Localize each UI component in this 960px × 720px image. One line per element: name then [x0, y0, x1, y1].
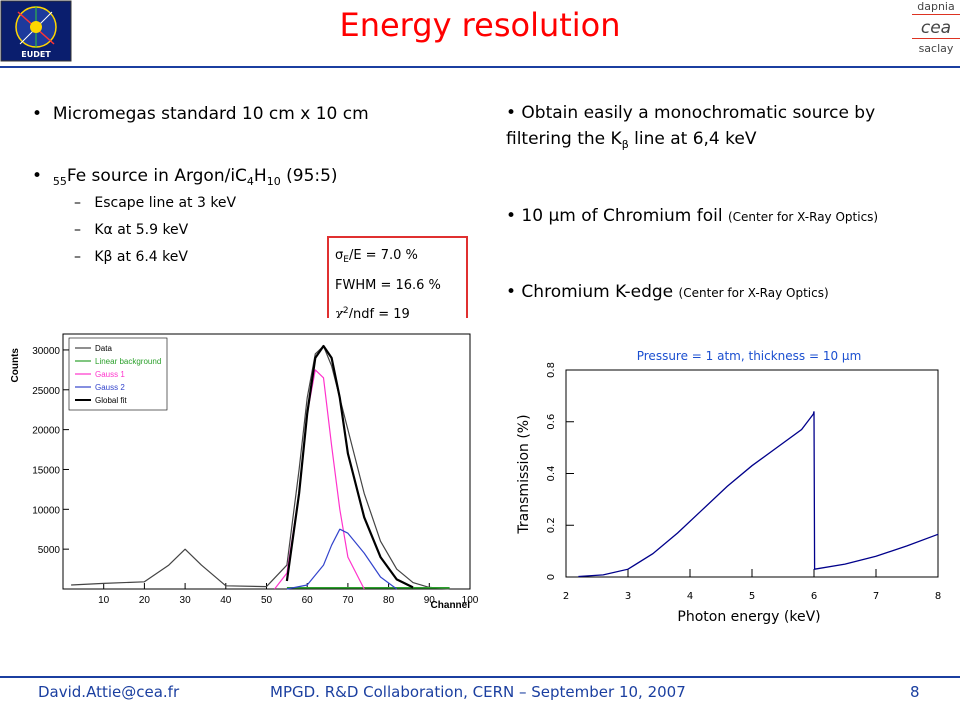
fit-fwhm: FWHM = 16.6 %: [335, 278, 441, 293]
spectrum-series-global-fit: [285, 344, 414, 589]
spectrum-legend-label: Gauss 2: [95, 383, 125, 392]
transmission-xtick-label: 3: [625, 591, 631, 602]
transmission-xlabel: Photon energy (keV): [677, 609, 820, 625]
fit-sigma: σE/E = 7.0 %: [335, 248, 418, 265]
spectrum-ylabel: Counts: [10, 348, 21, 383]
spectrum-xtick-label: 50: [261, 595, 273, 606]
spectrum-legend-label: Gauss 1: [95, 370, 125, 379]
bullet-monochromatic: • Obtain easily a monochromatic source b…: [506, 103, 876, 151]
transmission-frame: [565, 369, 939, 578]
logo-dapnia: dapnia: [917, 0, 955, 13]
spectrum-xtick-label: 40: [220, 595, 232, 606]
transmission-title: Pressure = 1 atm, thickness = 10 μm: [637, 349, 862, 363]
eudet-label: EUDET: [21, 50, 51, 59]
transmission-ytick-label: 0.8: [546, 362, 557, 378]
sub-kbeta: – Kβ at 6.4 keV: [74, 249, 188, 265]
spectrum-ytick-label: 30000: [32, 346, 60, 357]
transmission-chart: Pressure = 1 atm, thickness = 10 μm 2 3 4 5…: [516, 349, 941, 625]
footer-rule: [0, 676, 960, 678]
bullet-k-edge: • Chromium K-edge (Center for X-Ray Opti…: [506, 282, 829, 302]
slide-title: Energy resolution: [339, 6, 621, 44]
eudet-logo: EUDET: [0, 0, 72, 62]
logo-cea: cea: [920, 18, 952, 38]
spectrum-legend-label: Data: [95, 344, 112, 353]
logo-saclay: saclay: [918, 42, 954, 55]
transmission-curve: [578, 411, 939, 578]
footer-email: David.Attie@cea.fr: [38, 683, 180, 701]
spectrum-ytick-label: 5000: [38, 545, 61, 556]
spectrum-ytick-label: 15000: [32, 465, 60, 476]
sub-kalpha: – Kα at 5.9 keV: [74, 222, 189, 238]
transmission-xtick-label: 7: [873, 591, 879, 602]
bullet-chromium-foil: • 10 μm of Chromium foil (Center for X-R…: [506, 206, 879, 226]
transmission-xtick-label: 4: [687, 591, 693, 602]
transmission-xtick-label: 6: [811, 591, 817, 602]
transmission-xtick-label: 5: [749, 591, 755, 602]
spectrum-xtick-label: 60: [302, 595, 314, 606]
page-number: 8: [910, 683, 920, 701]
header-rule: [0, 66, 960, 68]
spectrum-xtick-label: 20: [139, 595, 151, 606]
spectrum-legend-label: Linear background: [95, 357, 161, 366]
transmission-xtick-label: 8: [935, 591, 941, 602]
spectrum-xtick-label: 10: [98, 595, 110, 606]
transmission-ytick-label: 0.4: [546, 466, 557, 482]
spectrum-xtick-label: 80: [383, 595, 395, 606]
spectrum-ytick-label: 25000: [32, 386, 60, 397]
spectrum-xlabel: Channel: [431, 600, 471, 611]
footer-event: MPGD. R&D Collaboration, CERN – Septembe…: [270, 683, 686, 701]
transmission-ytick-label: 0: [546, 574, 557, 580]
transmission-ylabel: Transmission (%): [516, 414, 532, 534]
bullet-fe-source: • 55Fe source in Argon/iC4H10 (95:5): [32, 166, 338, 188]
spectrum-series-gauss-2: [286, 528, 398, 590]
energy-spectrum-chart: 10 20 30 40 50 60 70 80 90 100 5000 10000 15000 20000…: [0, 318, 480, 620]
transmission-ytick-label: 0.6: [546, 414, 557, 430]
dapnia-cea-saclay-logo: dapnia cea saclay: [912, 0, 960, 64]
spectrum-xtick-label: 70: [342, 595, 354, 606]
transmission-xtick-label: 2: [563, 591, 569, 602]
spectrum-ytick-label: 10000: [32, 505, 60, 516]
spectrum-legend-label: Global fit: [95, 396, 127, 405]
spectrum-xtick-label: 30: [180, 595, 192, 606]
spectrum-ytick-label: 20000: [32, 426, 60, 437]
bullet-micromegas: • Micromegas standard 10 cm x 10 cm: [32, 104, 369, 124]
sub-escape: – Escape line at 3 keV: [74, 195, 237, 211]
spectrum-xtick-label: 90: [424, 595, 436, 606]
spectrum-xtick-label: 100: [462, 595, 479, 606]
spectrum-series-data: [71, 345, 450, 590]
transmission-ytick-label: 0.2: [546, 517, 557, 533]
